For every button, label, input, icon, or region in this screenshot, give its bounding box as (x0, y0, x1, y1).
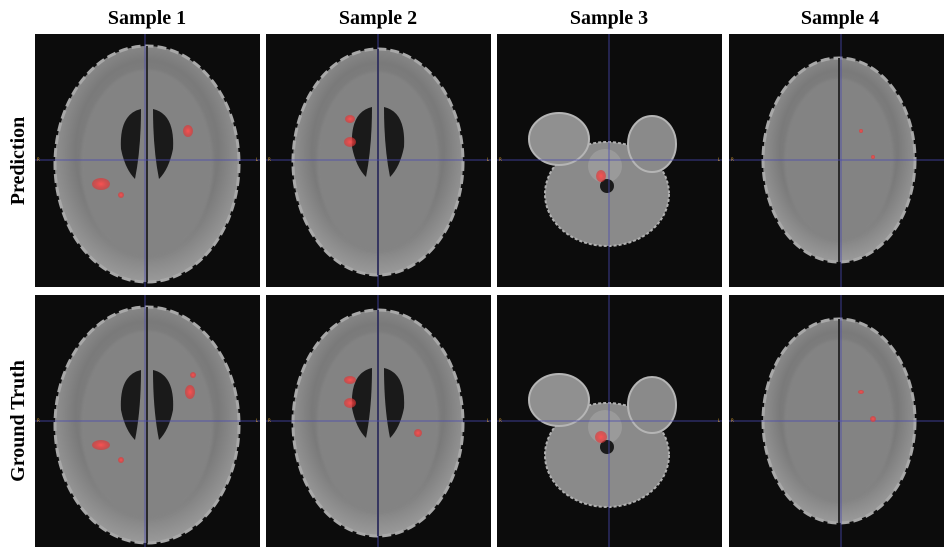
column-title: Sample 3 (570, 7, 648, 29)
row-label: Ground Truth (7, 360, 29, 482)
orientation-label: R (731, 418, 734, 423)
temporal-lobe (529, 113, 589, 165)
lesion (859, 129, 863, 133)
lesion (414, 429, 422, 437)
lesion (870, 416, 876, 422)
orientation-label: R (268, 157, 271, 162)
mri-panel: R (729, 34, 944, 287)
lesion (344, 398, 356, 408)
temporal-lobe (628, 377, 676, 433)
lesion (595, 431, 607, 443)
lesion (345, 115, 355, 123)
lesion (858, 390, 864, 394)
orientation-label: R (268, 418, 271, 423)
lesion (92, 178, 110, 190)
column-title: Sample 4 (801, 7, 879, 29)
lesion (344, 137, 356, 147)
lesion (344, 376, 356, 384)
temporal-lobe (628, 116, 676, 172)
column-title: Sample 1 (108, 7, 186, 29)
column-title: Sample 2 (339, 7, 417, 29)
figure: Sample 1 Sample 2 Sample 3 Sample 4 Pred… (0, 0, 944, 547)
mri-panel: R (729, 295, 944, 547)
orientation-label: R (37, 157, 40, 162)
lesion (185, 385, 195, 399)
lesion (183, 125, 193, 137)
orientation-label: R (499, 418, 502, 423)
orientation-label: R (731, 157, 734, 162)
lesion (118, 192, 124, 198)
row-label: Prediction (7, 117, 29, 206)
lesion (190, 372, 196, 378)
lesion (118, 457, 124, 463)
lesion (871, 155, 875, 159)
temporal-lobe (529, 374, 589, 426)
orientation-label: R (37, 418, 40, 423)
lesion (596, 170, 606, 182)
lesion (92, 440, 110, 450)
orientation-label: R (499, 157, 502, 162)
